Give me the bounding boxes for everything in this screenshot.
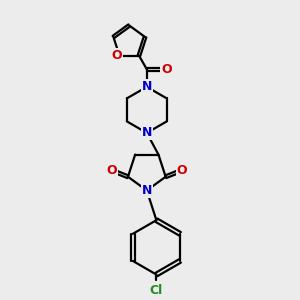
Text: O: O — [112, 49, 122, 62]
Text: Cl: Cl — [150, 284, 163, 296]
Text: N: N — [142, 80, 152, 93]
Text: N: N — [142, 126, 152, 140]
Text: N: N — [142, 184, 152, 197]
Text: O: O — [161, 63, 172, 76]
Text: O: O — [106, 164, 117, 177]
Text: O: O — [177, 164, 187, 177]
